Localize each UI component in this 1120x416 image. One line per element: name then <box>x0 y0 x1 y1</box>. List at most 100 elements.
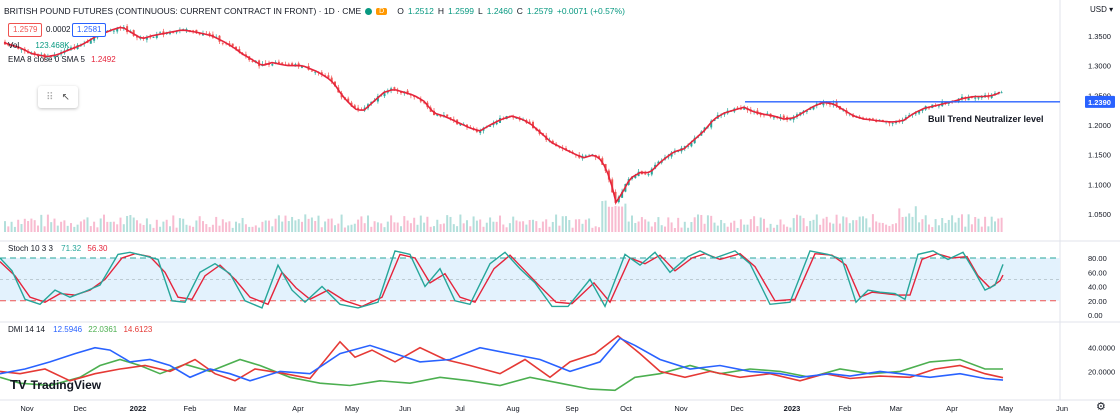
volume-bar <box>525 224 528 232</box>
volume-bar <box>515 220 518 232</box>
volume-bar <box>459 214 462 232</box>
volume-bar <box>284 215 287 232</box>
volume-bar <box>376 222 379 232</box>
volume-bar <box>30 218 33 232</box>
volume-bar <box>324 221 327 232</box>
volume-bar <box>578 219 581 232</box>
candle-body <box>782 115 785 119</box>
volume-bar <box>522 221 525 232</box>
volume-bar <box>301 221 303 232</box>
volume-bar <box>895 223 897 232</box>
volume-bar <box>482 226 485 232</box>
volume-bar <box>545 219 548 232</box>
candle-body <box>330 77 333 82</box>
buy-price-box[interactable]: 1.2581 <box>72 23 107 37</box>
candle-body <box>393 87 396 89</box>
ema-line <box>3 26 1001 205</box>
tradingview-logo-text: TradingView <box>30 377 102 392</box>
candle-body <box>634 175 637 179</box>
volume-bar <box>710 215 713 232</box>
volume-bar <box>198 216 201 232</box>
volume-bar <box>172 215 175 232</box>
candle-body <box>271 64 274 66</box>
volume-bar <box>413 217 416 232</box>
volume-bar <box>683 221 686 232</box>
volume-bar <box>660 225 663 232</box>
volume-bar <box>145 218 148 232</box>
candle-body <box>918 110 921 114</box>
time-tick-label: Nov <box>20 404 34 413</box>
candle-body <box>116 28 119 32</box>
candle-body <box>172 32 175 34</box>
price-tick-label: 1.2000 <box>1088 121 1111 130</box>
candle-body <box>89 40 92 44</box>
time-tick-label: Jun <box>1056 404 1068 413</box>
sell-price-box[interactable]: 1.2579 <box>8 23 43 37</box>
volume-bar <box>967 214 970 232</box>
volume-bar <box>753 216 756 232</box>
volume-bar <box>221 219 224 232</box>
candle-body <box>228 43 231 45</box>
dmi-adx-value: 14.6123 <box>123 325 153 334</box>
dmi-legend: DMI 14 14 12.5946 22.0361 14.6123 <box>8 326 152 334</box>
candle-body <box>871 118 874 120</box>
volume-bar <box>433 226 435 232</box>
volume-bar <box>495 221 498 232</box>
volume-bar <box>640 217 643 232</box>
candle-body <box>145 36 148 40</box>
volume-bar <box>878 222 881 232</box>
volume-bar <box>716 225 719 232</box>
volume-bar <box>819 224 822 232</box>
data-badge[interactable]: D <box>376 7 388 15</box>
candle-body <box>888 122 891 124</box>
volume-bar <box>673 227 676 232</box>
volume-bar <box>561 216 564 232</box>
volume-bar <box>106 221 109 232</box>
volume-bar <box>746 224 749 232</box>
tradingview-logo: TV TradingView <box>10 377 101 392</box>
candle-body <box>772 117 775 119</box>
candle-body <box>789 118 792 121</box>
volume-bar <box>50 222 53 232</box>
volume-bar <box>970 224 973 232</box>
volume-bar <box>261 221 264 232</box>
cursor-arrow-icon[interactable]: ↖ <box>61 91 70 103</box>
candle-body <box>644 173 647 175</box>
volume-bar <box>769 223 772 232</box>
drawing-toolbar[interactable]: ⠿ ↖ <box>38 86 78 108</box>
volume-bar <box>89 226 92 232</box>
volume-bar <box>607 206 610 232</box>
volume-bar <box>390 215 393 232</box>
volume-bar <box>951 215 954 232</box>
settings-gear-icon[interactable]: ⚙ <box>1096 401 1106 413</box>
volume-bar <box>139 223 142 232</box>
currency-label[interactable]: USD ▾ <box>1090 5 1114 14</box>
volume-bar <box>367 215 369 232</box>
volume-bar <box>429 226 432 232</box>
volume-bar <box>677 217 680 232</box>
candle-body <box>238 48 241 53</box>
volume-bar <box>624 203 627 232</box>
volume-bar <box>314 220 317 232</box>
volume-bar <box>136 220 138 232</box>
volume-bar <box>730 222 732 232</box>
volume-bar <box>99 218 102 232</box>
volume-bar <box>23 218 26 232</box>
volume-bar <box>238 223 241 232</box>
drag-handle-icon[interactable]: ⠿ <box>46 91 54 103</box>
candle-body <box>221 42 224 44</box>
volume-bar <box>449 216 452 232</box>
time-tick-label: Dec <box>730 404 744 413</box>
volume-bar <box>594 226 597 232</box>
market-status-icon <box>365 7 373 15</box>
time-tick-label: May <box>345 404 359 413</box>
volume-bar <box>538 227 541 232</box>
volume-bar <box>763 218 765 232</box>
volume-bar <box>528 220 531 232</box>
volume-bar <box>667 217 670 232</box>
volume-bar <box>838 223 841 232</box>
volume-bar <box>799 215 802 232</box>
volume-bar <box>66 225 69 232</box>
volume-bar <box>307 218 310 232</box>
